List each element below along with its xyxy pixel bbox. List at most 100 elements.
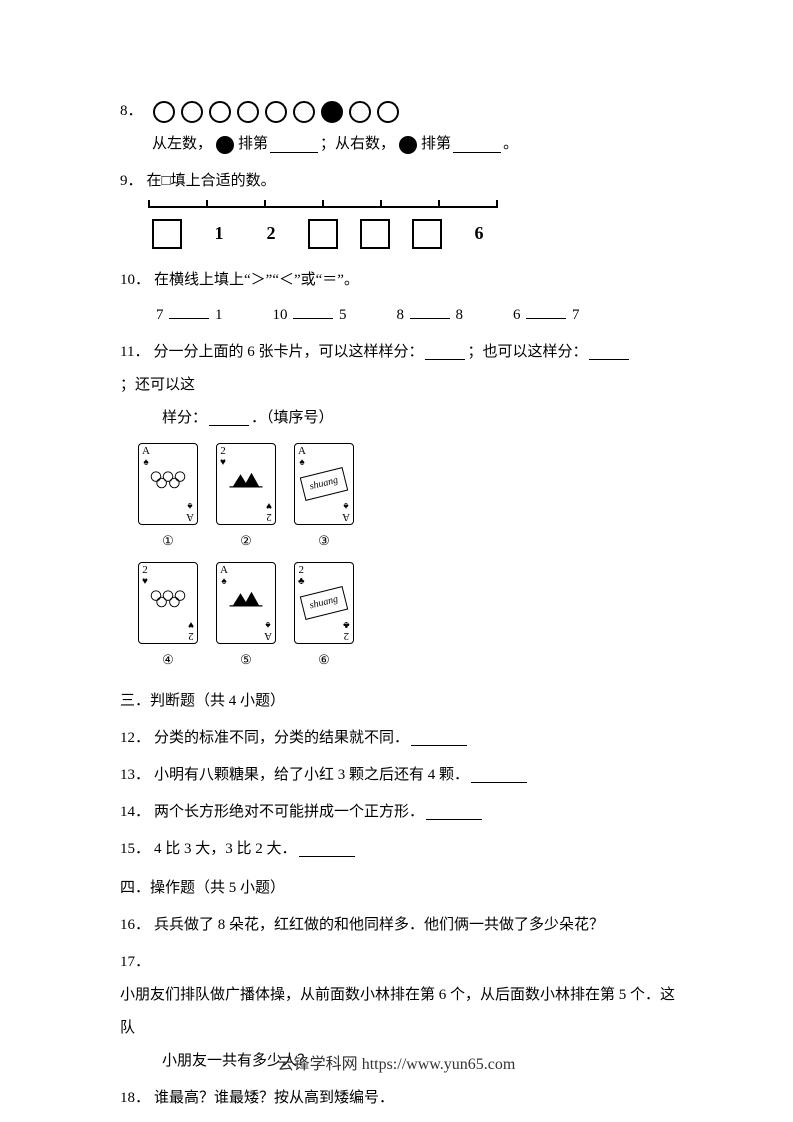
card-rank-br: 2♥: [266, 500, 272, 522]
q18-text: 谁最高？谁最矮？按从高到矮编号．: [154, 1082, 394, 1115]
q15-number: 15．: [120, 833, 150, 866]
shuang-label-icon: shuang: [300, 586, 348, 620]
number-label: 1: [204, 214, 234, 254]
number-box[interactable]: [308, 219, 338, 249]
circle-empty: [265, 101, 287, 123]
number-box[interactable]: [412, 219, 442, 249]
blank-input[interactable]: [426, 804, 482, 821]
playing-card: 2♥2♥: [138, 562, 198, 644]
blank-input[interactable]: [410, 302, 450, 319]
cmp-right: 7: [572, 307, 580, 323]
page-footer: 云锋学科网 https://www.yun65.com: [0, 1047, 793, 1082]
cmp-left: 8: [397, 307, 405, 323]
q16-number: 16．: [120, 909, 150, 942]
question-9: 9． 在□填上合适的数。 1 2 6: [120, 165, 680, 254]
question-14: 14． 两个长方形绝对不可能拼成一个正方形．: [120, 796, 680, 829]
compare-item: 10 5: [273, 299, 347, 332]
olympic-rings-icon: [148, 467, 188, 500]
olympic-rings-icon: [148, 586, 188, 619]
section-3-text: 三．判断题（共 4 小题）: [120, 693, 285, 709]
q11-text-c: ；还可以这: [120, 369, 195, 402]
blank-input[interactable]: [293, 302, 333, 319]
card-index: ②: [237, 532, 255, 550]
q8-text-e: 。: [503, 128, 518, 161]
number-box[interactable]: [152, 219, 182, 249]
q9-number-line: 1 2 6: [148, 206, 498, 254]
circle-empty: [153, 101, 175, 123]
card-rank-br: A♠: [264, 619, 272, 641]
q8-line2: 从左数， 排第 ；从右数， 排第 。: [120, 128, 680, 161]
circle-empty: [349, 101, 371, 123]
blank-input[interactable]: [589, 344, 629, 361]
blank-input[interactable]: [526, 302, 566, 319]
card-rank-br: A♠: [342, 500, 350, 522]
q11-text-d: 样分：: [162, 402, 207, 435]
q18-number: 18．: [120, 1082, 150, 1115]
q11-cards: A♠A♠①2♥2♥②A♠shuangA♠③ 2♥2♥④A♠A♠⑤2♣shuang…: [138, 443, 398, 677]
cmp-right: 1: [215, 307, 223, 323]
card-index: ③: [315, 532, 333, 550]
card-wrap: 2♥ 2♥ ②: [216, 443, 276, 558]
footer-url: https://www.yun65.com: [362, 1056, 516, 1073]
cmp-left: 6: [513, 307, 521, 323]
card-index: ⑤: [237, 651, 255, 669]
q8-text-b: 排第: [238, 128, 268, 161]
card-rank-tl: 2♣: [298, 565, 305, 587]
q8-number: 8．: [120, 95, 143, 128]
number-box[interactable]: [360, 219, 390, 249]
section-3-title: 三．判断题（共 4 小题）: [120, 685, 680, 718]
blank-input[interactable]: [299, 841, 355, 858]
circle-empty: [237, 101, 259, 123]
card-index: ⑥: [315, 651, 333, 669]
q8-text-d: 排第: [421, 128, 451, 161]
card-index: ④: [159, 651, 177, 669]
blank-input[interactable]: [411, 730, 467, 747]
blank-input[interactable]: [471, 767, 527, 784]
card-rank-tl: A♠: [142, 446, 150, 468]
compare-item: 6 7: [513, 299, 580, 332]
question-15: 15． 4 比 3 大，3 比 2 大．: [120, 833, 680, 866]
q8-text-c: ；从右数，: [320, 128, 395, 161]
cmp-right: 8: [456, 307, 464, 323]
filled-circle-icon: [216, 136, 234, 154]
question-11: 11． 分一分上面的 6 张卡片，可以这样样分： ；也可以这样分： ；还可以这 …: [120, 336, 680, 677]
q8-text-a: 从左数，: [152, 128, 212, 161]
question-8: 8． 从左数， 排第 ；从右数， 排第 。: [120, 95, 680, 161]
q16-text: 兵兵做了 8 朵花，红红做的和他同样多．他们俩一共做了多少朵花？: [154, 909, 604, 942]
blank-input[interactable]: [425, 344, 465, 361]
blank-input[interactable]: [270, 136, 318, 153]
q10-number: 10．: [120, 264, 150, 297]
card-rank-br: A♠: [186, 500, 194, 522]
filled-circle-icon: [399, 136, 417, 154]
mountain-icon: [226, 587, 266, 618]
playing-card: A♠A♠: [216, 562, 276, 644]
card-wrap: 2♣shuang2♣ ⑥: [294, 562, 354, 677]
shuang-label-icon: shuang: [300, 467, 348, 501]
q11-text-b: ；也可以这样分：: [467, 336, 587, 369]
card-rank-br: 2♣: [343, 619, 350, 641]
card-wrap: A♠A♠①: [138, 443, 198, 558]
blank-input[interactable]: [169, 302, 209, 319]
question-18: 18． 谁最高？谁最矮？按从高到矮编号．: [120, 1082, 680, 1115]
blank-input[interactable]: [209, 410, 249, 427]
q14-number: 14．: [120, 796, 150, 829]
card-wrap: A♠shuangA♠③: [294, 443, 354, 558]
q10-text: 在横线上填上“＞”“＜”或“＝”。: [154, 264, 359, 297]
q11-number: 11．: [120, 336, 149, 369]
number-label: 6: [464, 214, 494, 254]
card-rank-tl: 2♥: [220, 446, 226, 468]
worksheet-content: 8． 从左数， 排第 ；从右数， 排第 。: [120, 95, 680, 1119]
circle-empty: [181, 101, 203, 123]
footer-site: 云锋学科网: [278, 1056, 358, 1073]
question-10: 10． 在横线上填上“＞”“＜”或“＝”。 7 1 10 5 8 8 6: [120, 264, 680, 332]
q17-text1: 小朋友们排队做广播体操，从前面数小林排在第 6 个，从后面数小林排在第 5 个．…: [120, 979, 680, 1045]
playing-card: 2♥ 2♥: [216, 443, 276, 525]
card-wrap: A♠A♠ ⑤: [216, 562, 276, 677]
blank-input[interactable]: [453, 136, 501, 153]
q14-text: 两个长方形绝对不可能拼成一个正方形．: [154, 796, 424, 829]
q8-circle-row: [153, 101, 399, 123]
circle-empty: [293, 101, 315, 123]
question-13: 13． 小明有八颗糖果，给了小红 3 颗之后还有 4 颗．: [120, 759, 680, 792]
cmp-right: 5: [339, 307, 347, 323]
compare-item: 8 8: [397, 299, 464, 332]
